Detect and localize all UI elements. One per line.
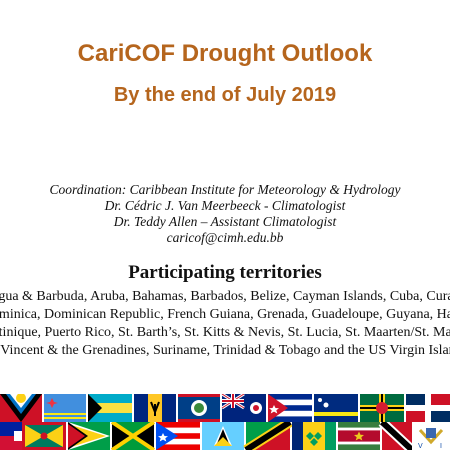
contact-email: caricof@cimh.edu.bb xyxy=(166,230,284,245)
flags-banner: V I xyxy=(0,394,450,450)
guyana-flag xyxy=(68,422,110,450)
dominican-republic-flag xyxy=(406,394,450,422)
coordination-line: Coordination: Caribbean Institute for Me… xyxy=(49,182,401,197)
territories-line: Dominica, Dominican Republic, French Gui… xyxy=(0,307,450,322)
grenada-flag xyxy=(22,422,66,450)
aruba-flag xyxy=(44,394,86,422)
page-subtitle: By the end of July 2019 xyxy=(113,84,337,106)
st-lucia-flag xyxy=(202,422,244,450)
bahamas-flag xyxy=(88,394,132,422)
territories-heading: Participating territories xyxy=(128,262,322,283)
svg-text:V: V xyxy=(418,443,423,450)
st-vincent-flag xyxy=(292,422,336,450)
territories-line: Antigua & Barbuda, Aruba, Bahamas, Barba… xyxy=(0,289,450,304)
flags-row-top xyxy=(0,394,450,422)
st-kitts-flag xyxy=(243,422,293,450)
jamaica-flag xyxy=(110,422,156,450)
assistant-climatologist-line: Dr. Teddy Allen – Assistant Climatologis… xyxy=(113,214,337,229)
page-title: CariCOF Drought Outlook xyxy=(77,40,373,67)
antigua-flag xyxy=(0,394,42,422)
usvi-flag: V I xyxy=(412,422,450,450)
territories-line: St. Vincent & the Grenadines, Suriname, … xyxy=(0,343,450,358)
flags-row-bottom: V I xyxy=(0,422,450,450)
svg-text:I: I xyxy=(440,443,442,450)
territories-line: Martinique, Puerto Rico, St. Barth’s, St… xyxy=(0,325,450,340)
credits-block: Coordination: Caribbean Institute for Me… xyxy=(0,182,450,246)
climatologist-line: Dr. Cédric J. Van Meerbeeck - Climatolog… xyxy=(104,198,346,213)
cayman-flag xyxy=(221,394,266,422)
curacao-flag xyxy=(314,394,358,422)
suriname-flag xyxy=(338,422,380,450)
trinidad-flag xyxy=(378,422,416,450)
dominica-flag xyxy=(360,394,404,422)
cuba-flag xyxy=(268,394,312,422)
belize-flag xyxy=(178,394,220,422)
puerto-rico-flag xyxy=(156,422,200,450)
barbados-flag xyxy=(134,394,176,422)
territories-list: Antigua & Barbuda, Aruba, Bahamas, Barba… xyxy=(0,288,450,360)
